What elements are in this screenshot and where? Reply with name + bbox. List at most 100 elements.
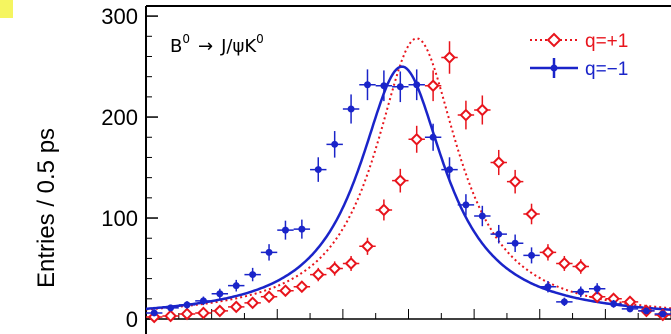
data-point-q-minus <box>392 71 409 103</box>
marker-q-minus <box>593 285 601 293</box>
marker-q-minus <box>216 290 224 298</box>
data-point-q-minus <box>260 244 278 261</box>
data-point-q-plus <box>523 203 540 225</box>
marker-q-minus <box>659 310 667 318</box>
marker-q-minus <box>446 166 454 174</box>
data-point-q-minus <box>506 234 524 253</box>
annot-sup2: 0 <box>256 32 264 46</box>
marker-q-plus <box>279 284 292 298</box>
data-point-q-plus <box>408 125 425 153</box>
marker-q-minus <box>544 283 552 291</box>
marker-q-plus <box>164 309 178 323</box>
y-tick-label: 100 <box>101 206 138 231</box>
marker-q-plus <box>344 257 358 270</box>
annot-b: B <box>170 36 182 57</box>
data-point-q-minus <box>162 304 179 312</box>
marker-q-plus <box>377 203 391 217</box>
legend-marker-q-plus <box>546 32 562 48</box>
marker-q-plus <box>574 260 588 273</box>
data-point-q-plus <box>326 261 343 276</box>
marker-q-minus <box>396 83 404 91</box>
marker-q-plus <box>410 132 424 146</box>
legend-entry-q-plus: q=+1 <box>530 31 628 52</box>
data-point-q-plus <box>162 309 179 323</box>
data-point-q-minus <box>293 219 311 239</box>
annot-sup: 0 <box>182 32 190 46</box>
marker-q-minus <box>249 271 257 279</box>
marker-q-minus <box>577 288 585 296</box>
data-point-q-plus <box>588 290 606 304</box>
marker-q-plus <box>213 304 227 318</box>
y-tick-label: 0 <box>126 307 138 332</box>
data-point-q-plus <box>424 70 442 102</box>
data-point-q-plus <box>490 149 507 176</box>
marker-q-minus <box>363 81 371 89</box>
marker-q-plus <box>508 175 522 189</box>
data-point-q-minus <box>638 307 655 315</box>
data-point-q-minus <box>211 288 229 299</box>
data-point-q-plus <box>556 255 573 271</box>
data-point-q-plus <box>342 255 360 271</box>
data-point-q-plus <box>310 267 327 282</box>
data-point-q-minus <box>424 123 442 151</box>
data-point-q-plus <box>244 296 261 310</box>
data-point-q-minus <box>556 297 573 306</box>
data-point-q-plus <box>539 244 557 261</box>
data-point-q-minus <box>146 309 163 317</box>
legend-label-q-minus: q=−1 <box>585 59 628 80</box>
marker-q-plus <box>525 207 538 221</box>
data-point-q-minus <box>228 279 245 292</box>
y-ticks: 0 100 200 300 <box>101 4 158 332</box>
data-point-q-minus <box>605 299 622 308</box>
fit-curves <box>145 37 671 311</box>
marker-q-minus <box>511 239 519 247</box>
data-point-q-minus <box>359 69 376 101</box>
marker-q-minus <box>199 297 207 305</box>
data-point-q-plus <box>457 100 475 130</box>
data-point-q-plus <box>474 95 491 125</box>
data-point-q-plus <box>195 306 212 320</box>
data-point-q-minus <box>441 157 458 182</box>
data-point-q-minus <box>523 247 540 264</box>
marker-q-minus <box>462 201 470 209</box>
data-point-q-plus <box>441 41 458 74</box>
data-point-q-minus <box>539 280 557 293</box>
data-point-q-plus <box>572 259 589 274</box>
marker-q-minus <box>232 282 240 290</box>
data-point-q-minus <box>474 205 491 227</box>
legend-marker-q-minus <box>550 64 558 72</box>
data-point-q-minus <box>326 131 343 158</box>
y-tick-label: 200 <box>101 105 138 130</box>
data-point-q-plus <box>228 300 245 314</box>
marker-q-minus <box>380 82 388 90</box>
data-point-q-plus <box>260 290 278 304</box>
marker-q-minus <box>281 226 289 234</box>
marker-q-plus <box>443 51 456 64</box>
data-point-q-minus <box>572 286 589 297</box>
data-point-q-minus <box>244 267 261 282</box>
data-point-q-minus <box>375 70 393 102</box>
marker-q-plus <box>361 239 374 253</box>
marker-q-plus <box>311 268 325 281</box>
marker-q-plus <box>229 300 243 314</box>
marker-q-plus <box>328 262 342 275</box>
marker-q-minus <box>331 140 339 148</box>
marker-q-plus <box>262 290 276 304</box>
data-point-q-plus <box>359 237 376 255</box>
marker-q-plus <box>246 296 260 310</box>
data-point-q-minus <box>588 283 606 295</box>
data-point-q-plus <box>392 168 409 193</box>
data-point-q-plus <box>178 307 196 321</box>
marker-q-plus <box>590 290 604 304</box>
marker-q-plus <box>180 307 194 321</box>
data-points <box>146 41 671 324</box>
marker-q-minus <box>560 298 568 306</box>
decay-annotation: B0 → J/ψK0 <box>170 32 264 57</box>
marker-q-minus <box>642 307 650 315</box>
marker-q-plus <box>492 156 506 169</box>
marker-q-minus <box>528 251 536 259</box>
data-point-q-plus <box>211 304 229 318</box>
y-axis-label: Entries / 0.5 ps <box>33 128 60 288</box>
marker-q-minus <box>183 301 191 309</box>
